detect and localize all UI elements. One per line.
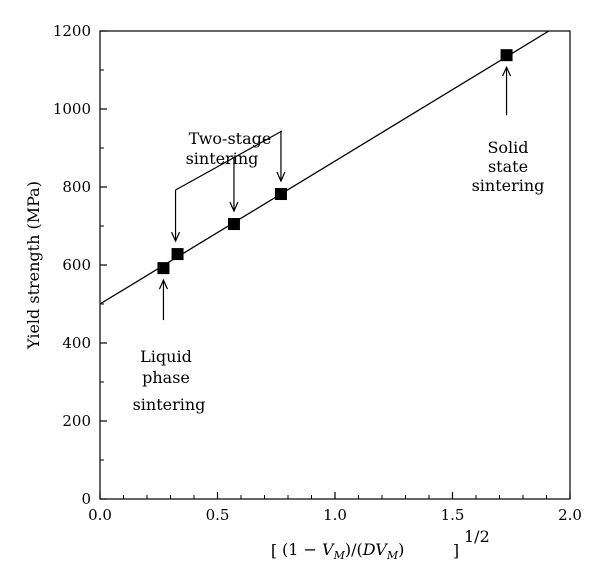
y-tick-label: 200 [62,412,91,430]
two-stage-bracket [175,130,283,191]
y-tick-label: 1000 [53,100,91,118]
annotation-liquid-line1: Liquid [140,347,192,366]
annotation-two-stage-line2: sintering [186,149,259,168]
annotation-solid-line1: Solid [487,138,528,157]
data-point [157,262,170,275]
data-point [274,188,287,201]
data-point [227,218,240,231]
x-axis-title-v1-sub: M [333,549,346,562]
y-tick-label: 800 [62,178,91,196]
arrow-liquid-head [158,278,168,290]
plot-frame [99,30,571,500]
x-axis-title-open-bracket: [ [271,541,277,560]
x-tick-label: 2.0 [558,506,582,524]
x-axis-title-v2: V [375,540,388,559]
x-axis-title-body: (1 − VM)/(DVM) [282,540,404,562]
data-points [157,49,513,275]
y-axis-title: Yield strength (MPa) [24,181,43,350]
x-axis-title-prefix: (1 − [282,540,322,559]
y-tick-label: 400 [62,334,91,352]
annotation-solid-line2: state [488,157,528,176]
x-axis-title-mid: )/( [345,540,363,559]
annotation-liquid-line2: phase [142,368,190,387]
annotation-two-stage-line1: Two-stage [189,129,272,148]
annotation-solid-line3: sintering [472,176,545,195]
y-tick-label: 0 [81,490,91,508]
x-axis-title-v1: V [322,540,335,559]
arrow-solid-head [502,65,512,77]
x-axis-title-d: D [362,540,376,559]
x-tick-label: 1.0 [323,506,347,524]
x-axis-title-exponent: 1/2 [464,527,490,546]
data-point [171,248,184,261]
x-tick-label: 1.5 [441,506,465,524]
y-tick-label: 600 [62,256,91,274]
x-tick-label: 0.5 [206,506,230,524]
x-axis-title: [ (1 − VM)/(DVM) ] 1/2 [271,527,490,562]
x-axis-title-close-bracket: ] [453,541,459,560]
arrow-two-stage-1-head [171,231,181,243]
x-axis-title-v2-sub: M [386,549,399,562]
x-axis-title-close-paren: ) [398,540,404,559]
annotation-liquid-line3: sintering [133,395,206,414]
annotation-arrows [158,65,512,321]
arrow-two-stage-2-head [229,201,239,213]
data-point [500,49,513,62]
axis-ticks: 0.0 0.5 1.0 1.5 2.0 0 200 400 600 800 1000 1200 [53,22,582,524]
x-tick-label: 0.0 [88,506,112,524]
arrow-two-stage-3-head [276,171,286,183]
y-tick-label: 1200 [53,22,91,40]
